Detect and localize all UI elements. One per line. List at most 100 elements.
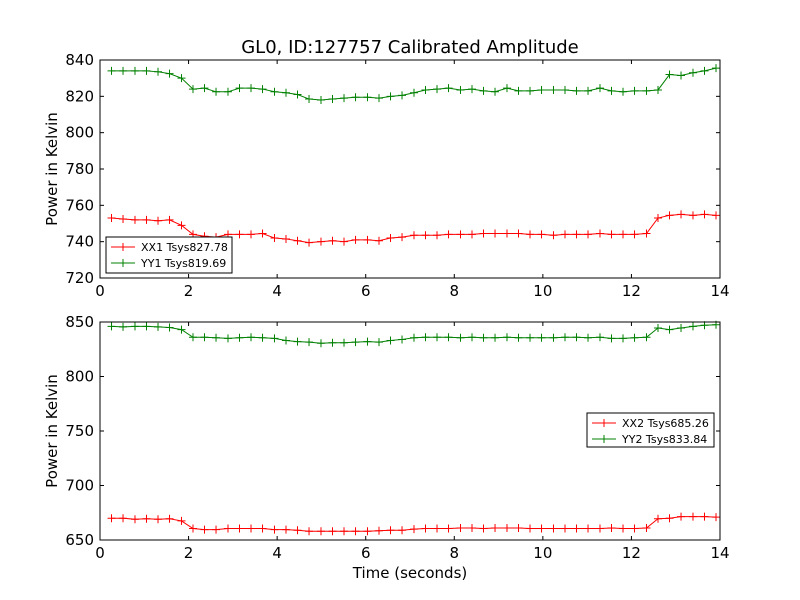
data-point-marker bbox=[561, 230, 569, 239]
data-point-marker bbox=[340, 237, 349, 246]
data-point-marker bbox=[177, 516, 186, 525]
data-point-marker bbox=[375, 236, 383, 245]
data-point-marker bbox=[235, 333, 244, 342]
data-point-marker bbox=[293, 90, 302, 99]
data-point-marker bbox=[386, 336, 395, 345]
data-point-marker bbox=[189, 333, 197, 342]
data-point-marker bbox=[363, 235, 372, 244]
data-point-marker bbox=[561, 524, 569, 533]
data-point-marker bbox=[700, 512, 709, 521]
x-tick-label: 10 bbox=[533, 544, 552, 562]
data-point-marker bbox=[607, 230, 616, 239]
chart-title: GL0, ID:127757 Calibrated Amplitude bbox=[241, 37, 579, 58]
data-point-marker bbox=[549, 231, 558, 240]
data-point-marker bbox=[282, 234, 290, 243]
data-point-marker bbox=[409, 231, 418, 240]
data-point-marker bbox=[654, 323, 662, 332]
legend-box bbox=[105, 236, 233, 274]
data-point-marker bbox=[247, 84, 256, 93]
x-tick-label: 2 bbox=[184, 282, 194, 300]
data-point-marker bbox=[677, 323, 686, 332]
data-point-marker bbox=[119, 66, 128, 75]
data-point-marker bbox=[316, 527, 325, 536]
data-point-marker bbox=[514, 86, 523, 95]
data-point-marker bbox=[351, 235, 360, 244]
data-point-marker bbox=[537, 524, 546, 533]
data-point-marker bbox=[142, 322, 151, 331]
data-point-marker bbox=[328, 95, 337, 104]
data-point-marker bbox=[712, 64, 721, 73]
data-point-marker bbox=[630, 524, 639, 533]
data-point-marker bbox=[247, 333, 256, 342]
y-tick-label: 740 bbox=[65, 233, 94, 251]
data-point-marker bbox=[130, 322, 139, 331]
x-tick-label: 12 bbox=[622, 282, 641, 300]
data-point-marker bbox=[688, 211, 697, 220]
y-tick-label: 650 bbox=[65, 531, 94, 549]
upper-plot-panel: 0 2 4 6 8 10 12 14 720 740 760 780 800 820 840 Power in… bbox=[43, 51, 730, 300]
data-point-marker bbox=[468, 333, 476, 342]
data-point-marker bbox=[340, 527, 349, 536]
x-tick-label: 14 bbox=[710, 544, 729, 562]
data-point-marker bbox=[130, 515, 139, 524]
data-point-marker bbox=[398, 335, 407, 344]
data-point-marker bbox=[549, 333, 558, 342]
data-point-marker bbox=[142, 215, 151, 224]
data-point-marker bbox=[479, 524, 488, 533]
data-point-marker bbox=[386, 526, 395, 535]
data-point-marker bbox=[340, 338, 349, 347]
data-point-marker bbox=[491, 524, 500, 533]
x-tick-label: 0 bbox=[95, 544, 105, 562]
y-axis-label: Power in Kelvin bbox=[43, 112, 61, 226]
data-point-marker bbox=[665, 514, 674, 523]
data-point-marker bbox=[595, 333, 604, 342]
data-point-marker bbox=[107, 214, 116, 223]
data-point-marker bbox=[130, 66, 139, 75]
data-point-marker bbox=[375, 526, 383, 535]
data-point-marker bbox=[305, 527, 314, 536]
data-point-marker bbox=[502, 229, 511, 238]
data-point-marker bbox=[398, 233, 407, 242]
data-point-marker bbox=[654, 514, 662, 523]
data-point-marker bbox=[456, 333, 465, 342]
data-point-marker bbox=[235, 84, 244, 93]
legend-marker bbox=[600, 435, 608, 443]
data-point-marker bbox=[619, 230, 628, 239]
data-point-marker bbox=[409, 525, 418, 534]
data-point-marker bbox=[154, 67, 163, 76]
y-tick-label: 720 bbox=[65, 269, 94, 287]
data-point-marker bbox=[526, 333, 535, 342]
data-point-marker bbox=[700, 66, 709, 75]
data-point-marker bbox=[177, 325, 186, 334]
data-point-marker bbox=[107, 322, 116, 331]
data-point-marker bbox=[514, 229, 523, 238]
legend-label: YY2 Tsys833.84 bbox=[621, 433, 707, 446]
data-point-marker bbox=[607, 524, 616, 533]
data-point-marker bbox=[316, 237, 325, 246]
data-point-marker bbox=[142, 66, 151, 75]
lower-plot-panel: 0 2 4 6 8 10 12 14 650 700 750 800 850 Power in Kelvi… bbox=[43, 313, 730, 562]
data-point-marker bbox=[630, 333, 639, 342]
x-tick-label: 8 bbox=[450, 544, 460, 562]
data-point-marker bbox=[316, 95, 325, 104]
data-point-marker bbox=[572, 86, 581, 95]
legend-label: XX1 Tsys827.78 bbox=[141, 241, 228, 254]
data-point-marker bbox=[572, 333, 581, 342]
legend-box bbox=[586, 412, 715, 448]
data-point-marker bbox=[107, 514, 116, 523]
data-point-marker bbox=[200, 525, 209, 534]
data-point-marker bbox=[119, 514, 128, 523]
data-point-marker bbox=[212, 87, 221, 96]
data-point-marker bbox=[619, 87, 628, 96]
data-point-marker bbox=[514, 524, 523, 533]
data-point-marker bbox=[619, 524, 628, 533]
data-point-marker bbox=[119, 322, 128, 331]
data-point-marker bbox=[595, 229, 604, 238]
data-point-marker bbox=[363, 93, 372, 102]
data-point-marker bbox=[479, 86, 488, 95]
data-point-marker bbox=[351, 338, 360, 347]
data-point-marker bbox=[293, 337, 302, 346]
data-point-marker bbox=[212, 333, 221, 342]
data-point-marker bbox=[549, 524, 558, 533]
data-point-marker bbox=[526, 86, 535, 95]
